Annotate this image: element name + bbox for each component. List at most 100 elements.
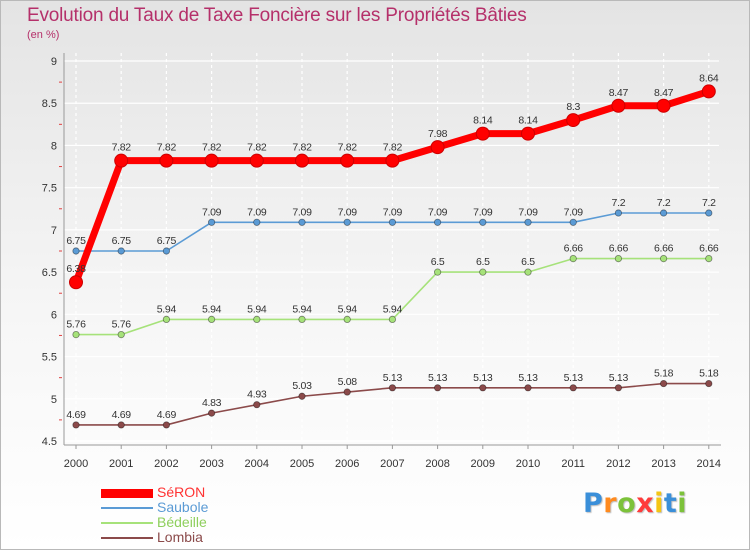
data-point <box>430 140 445 155</box>
data-point <box>117 247 125 255</box>
data-label: 7.2 <box>657 197 671 209</box>
data-label: 6.5 <box>431 256 445 268</box>
data-point <box>388 218 396 226</box>
legend-label: Saubole <box>157 499 209 515</box>
data-point <box>162 247 170 255</box>
unit-label: (en %) <box>27 29 60 41</box>
data-point <box>117 330 125 339</box>
data-point <box>204 153 219 168</box>
data-label: 4.69 <box>112 409 132 421</box>
data-label: 7.09 <box>473 206 493 218</box>
data-label: 5.08 <box>338 376 358 388</box>
data-point <box>72 421 80 429</box>
data-point <box>614 384 623 392</box>
data-point <box>117 421 125 429</box>
x-tick-label: 2010 <box>516 458 540 470</box>
data-label: 7.09 <box>338 206 358 218</box>
data-point <box>569 255 577 263</box>
data-point <box>385 153 400 168</box>
data-point <box>705 255 713 263</box>
data-point <box>566 113 581 128</box>
data-label: 6.75 <box>66 235 86 247</box>
data-label: 7.82 <box>247 142 267 154</box>
data-label: 5.13 <box>428 372 448 384</box>
data-label: 5.76 <box>66 319 86 331</box>
data-point <box>208 315 216 323</box>
data-label: 7.98 <box>428 128 448 140</box>
data-label: 5.18 <box>654 368 674 380</box>
data-label: 6.66 <box>609 243 629 255</box>
data-point <box>72 330 80 339</box>
legend-swatch <box>101 507 153 509</box>
data-point <box>298 315 306 323</box>
data-point <box>524 384 532 392</box>
y-tick-label: 6.5 <box>42 267 57 279</box>
data-point <box>656 98 671 113</box>
data-point <box>659 255 668 263</box>
data-point <box>433 218 442 226</box>
data-point <box>701 84 716 99</box>
data-point <box>253 315 261 323</box>
data-label: 4.83 <box>202 397 222 409</box>
data-label: 5.13 <box>473 372 493 384</box>
legend-swatch <box>101 522 153 524</box>
data-point <box>69 275 83 290</box>
data-point <box>569 218 577 226</box>
logo-letter: o <box>617 488 637 519</box>
data-point <box>253 218 261 226</box>
data-point <box>705 209 713 217</box>
data-label: 5.13 <box>564 372 584 384</box>
data-point <box>479 268 487 276</box>
data-label: 6.5 <box>476 256 490 268</box>
y-tick-label: 6 <box>51 309 57 321</box>
data-point <box>340 153 355 168</box>
legend-swatch <box>101 488 153 498</box>
data-label: 7.82 <box>383 142 403 154</box>
legend-label: Lombia <box>157 529 203 545</box>
data-point <box>298 392 306 400</box>
data-label: 7.2 <box>702 197 716 209</box>
data-point <box>569 384 577 392</box>
data-point <box>162 315 170 323</box>
data-label: 7.82 <box>202 142 222 154</box>
x-tick-label: 2001 <box>109 458 133 470</box>
data-label: 6.38 <box>66 263 86 275</box>
data-label: 8.14 <box>473 115 493 127</box>
logo-letter: i <box>654 488 664 519</box>
logo-letter: t <box>663 488 678 519</box>
x-tick-label: 2008 <box>425 458 449 470</box>
data-label: 6.5 <box>521 256 535 268</box>
x-tick-label: 2002 <box>154 458 178 470</box>
data-label: 7.2 <box>612 197 626 209</box>
data-point <box>253 401 261 409</box>
data-label: 5.94 <box>338 303 358 315</box>
data-point <box>433 384 442 392</box>
y-tick-label: 9 <box>51 56 57 68</box>
data-point <box>343 388 351 396</box>
data-label: 7.82 <box>157 142 177 154</box>
x-tick-label: 2012 <box>606 458 630 470</box>
data-point <box>114 153 129 168</box>
x-tick-label: 2005 <box>290 458 314 470</box>
data-point <box>162 421 170 429</box>
y-tick-label: 8.5 <box>42 98 57 110</box>
y-tick-label: 7.5 <box>42 183 57 195</box>
data-point <box>343 315 351 323</box>
legend-label: SéRON <box>157 484 206 500</box>
data-point <box>298 218 306 226</box>
logo-letter: i <box>677 488 688 519</box>
data-point <box>479 218 487 226</box>
data-label: 7.82 <box>112 142 132 154</box>
x-tick-label: 2009 <box>471 458 495 470</box>
data-point <box>475 126 490 141</box>
y-tick-label: 7 <box>51 225 57 237</box>
x-tick-label: 2013 <box>651 458 675 470</box>
y-tick-label: 5 <box>51 394 57 406</box>
y-tick-label: 5.5 <box>42 352 57 364</box>
x-tick-label: 2007 <box>380 458 404 470</box>
data-label: 7.09 <box>564 206 584 218</box>
data-label: 5.94 <box>157 303 177 315</box>
data-point <box>72 247 80 255</box>
